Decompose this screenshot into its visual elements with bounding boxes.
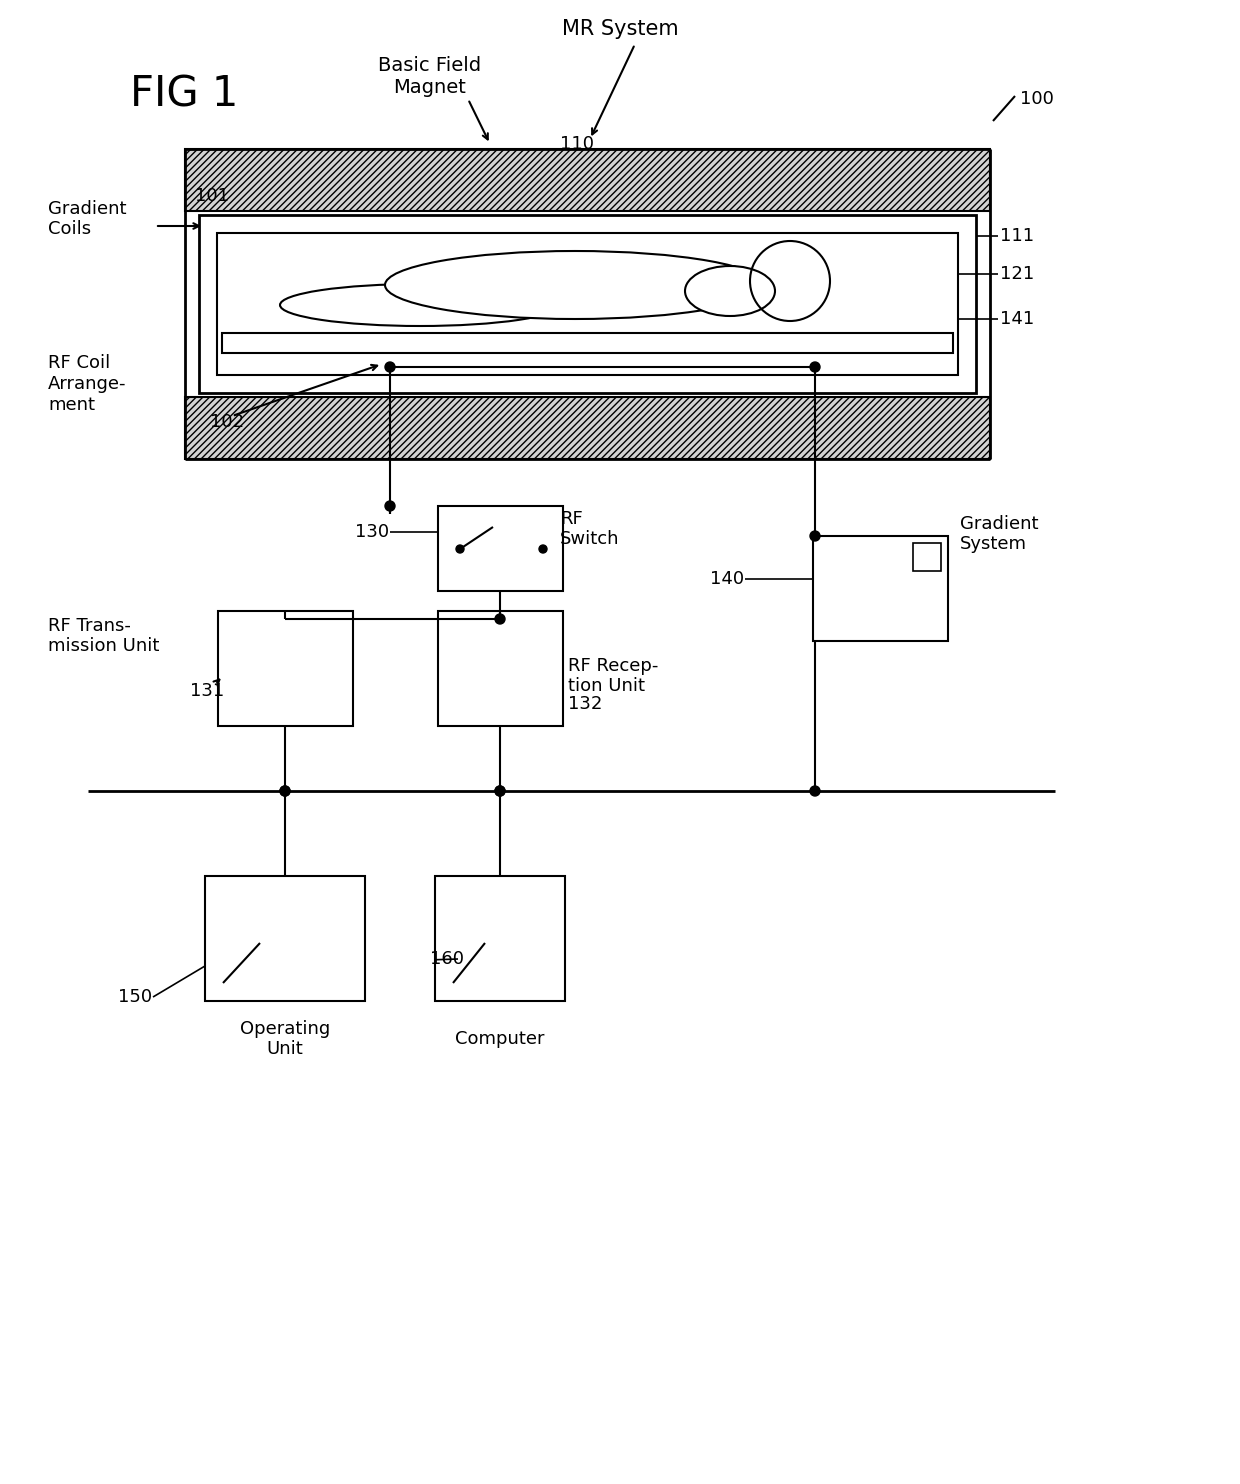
Text: 101: 101 (195, 187, 229, 205)
Text: 132: 132 (568, 695, 603, 712)
Bar (435, 876, 565, 1002)
Text: RF Recep-
tion Unit: RF Recep- tion Unit (568, 656, 658, 696)
Text: Gradient
Coils: Gradient Coils (48, 200, 126, 239)
Circle shape (495, 787, 505, 795)
Text: Operating
Unit: Operating Unit (239, 1020, 330, 1058)
Text: RF Coil
Arrange-
ment: RF Coil Arrange- ment (48, 355, 126, 414)
Text: MR System: MR System (562, 19, 678, 39)
Circle shape (280, 787, 290, 795)
Circle shape (539, 545, 547, 554)
Circle shape (810, 362, 820, 372)
Bar (222, 332, 954, 353)
Text: 111: 111 (999, 227, 1034, 245)
Text: 102: 102 (210, 413, 244, 430)
Text: Basic Field
Magnet: Basic Field Magnet (378, 55, 481, 96)
Text: 160: 160 (430, 950, 464, 968)
Text: RF
Switch: RF Switch (560, 509, 620, 549)
Text: 150: 150 (118, 988, 153, 1006)
Text: 110: 110 (560, 135, 594, 153)
Text: 141: 141 (999, 310, 1034, 328)
Bar (438, 611, 563, 726)
Circle shape (280, 787, 290, 795)
Text: RF Trans-
mission Unit: RF Trans- mission Unit (48, 616, 160, 656)
Text: 130: 130 (355, 522, 389, 542)
Ellipse shape (280, 283, 560, 326)
Bar (438, 506, 563, 591)
Circle shape (384, 362, 396, 372)
Text: 121: 121 (999, 266, 1034, 283)
Circle shape (456, 545, 464, 554)
Bar (185, 398, 990, 459)
Ellipse shape (384, 251, 765, 319)
Circle shape (384, 502, 396, 510)
Circle shape (495, 614, 505, 623)
Text: 131: 131 (190, 683, 224, 700)
Circle shape (495, 787, 505, 795)
Text: Computer: Computer (455, 1030, 544, 1048)
Bar (198, 215, 976, 393)
Bar (205, 876, 365, 1002)
Circle shape (810, 787, 820, 795)
Bar (218, 611, 353, 726)
Text: Gradient
System: Gradient System (960, 515, 1038, 554)
Circle shape (751, 242, 830, 321)
Circle shape (810, 531, 820, 542)
Text: 100: 100 (1021, 91, 1054, 108)
Bar (913, 543, 941, 571)
Bar (217, 233, 959, 375)
Bar (813, 536, 949, 641)
Text: FIG 1: FIG 1 (130, 73, 238, 114)
Ellipse shape (684, 266, 775, 316)
Text: 140: 140 (711, 570, 744, 588)
Bar (185, 148, 990, 211)
